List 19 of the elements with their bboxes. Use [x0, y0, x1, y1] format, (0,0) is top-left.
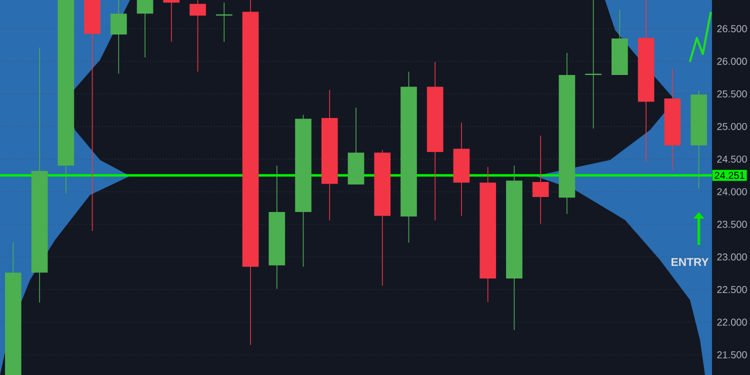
- y-tick-label: 25.000: [717, 122, 747, 130]
- candlestick: [190, 0, 206, 72]
- candlestick: [163, 0, 180, 42]
- candlestick: [110, 0, 127, 74]
- y-tick-label: 22.500: [717, 286, 747, 294]
- y-tick-label: 26.000: [717, 58, 747, 65]
- y-tick-label: 24.000: [717, 188, 747, 196]
- y-tick-label: 21.500: [717, 351, 747, 358]
- y-tick-label: 24.500: [717, 156, 747, 163]
- y-tick-label: 22.000: [717, 318, 747, 326]
- annotation: ENTRY: [672, 258, 709, 266]
- y-tick-label: 23.000: [717, 253, 747, 260]
- y-tick-label: 23.500: [717, 220, 747, 228]
- candlestick: [136, 0, 154, 58]
- ref-line-label: 24.251: [714, 172, 744, 179]
- y-tick-label: 25.500: [717, 90, 747, 98]
- candlestick: [585, 0, 602, 129]
- y-tick-label: 26.500: [717, 25, 747, 32]
- candlestick: [532, 135, 549, 224]
